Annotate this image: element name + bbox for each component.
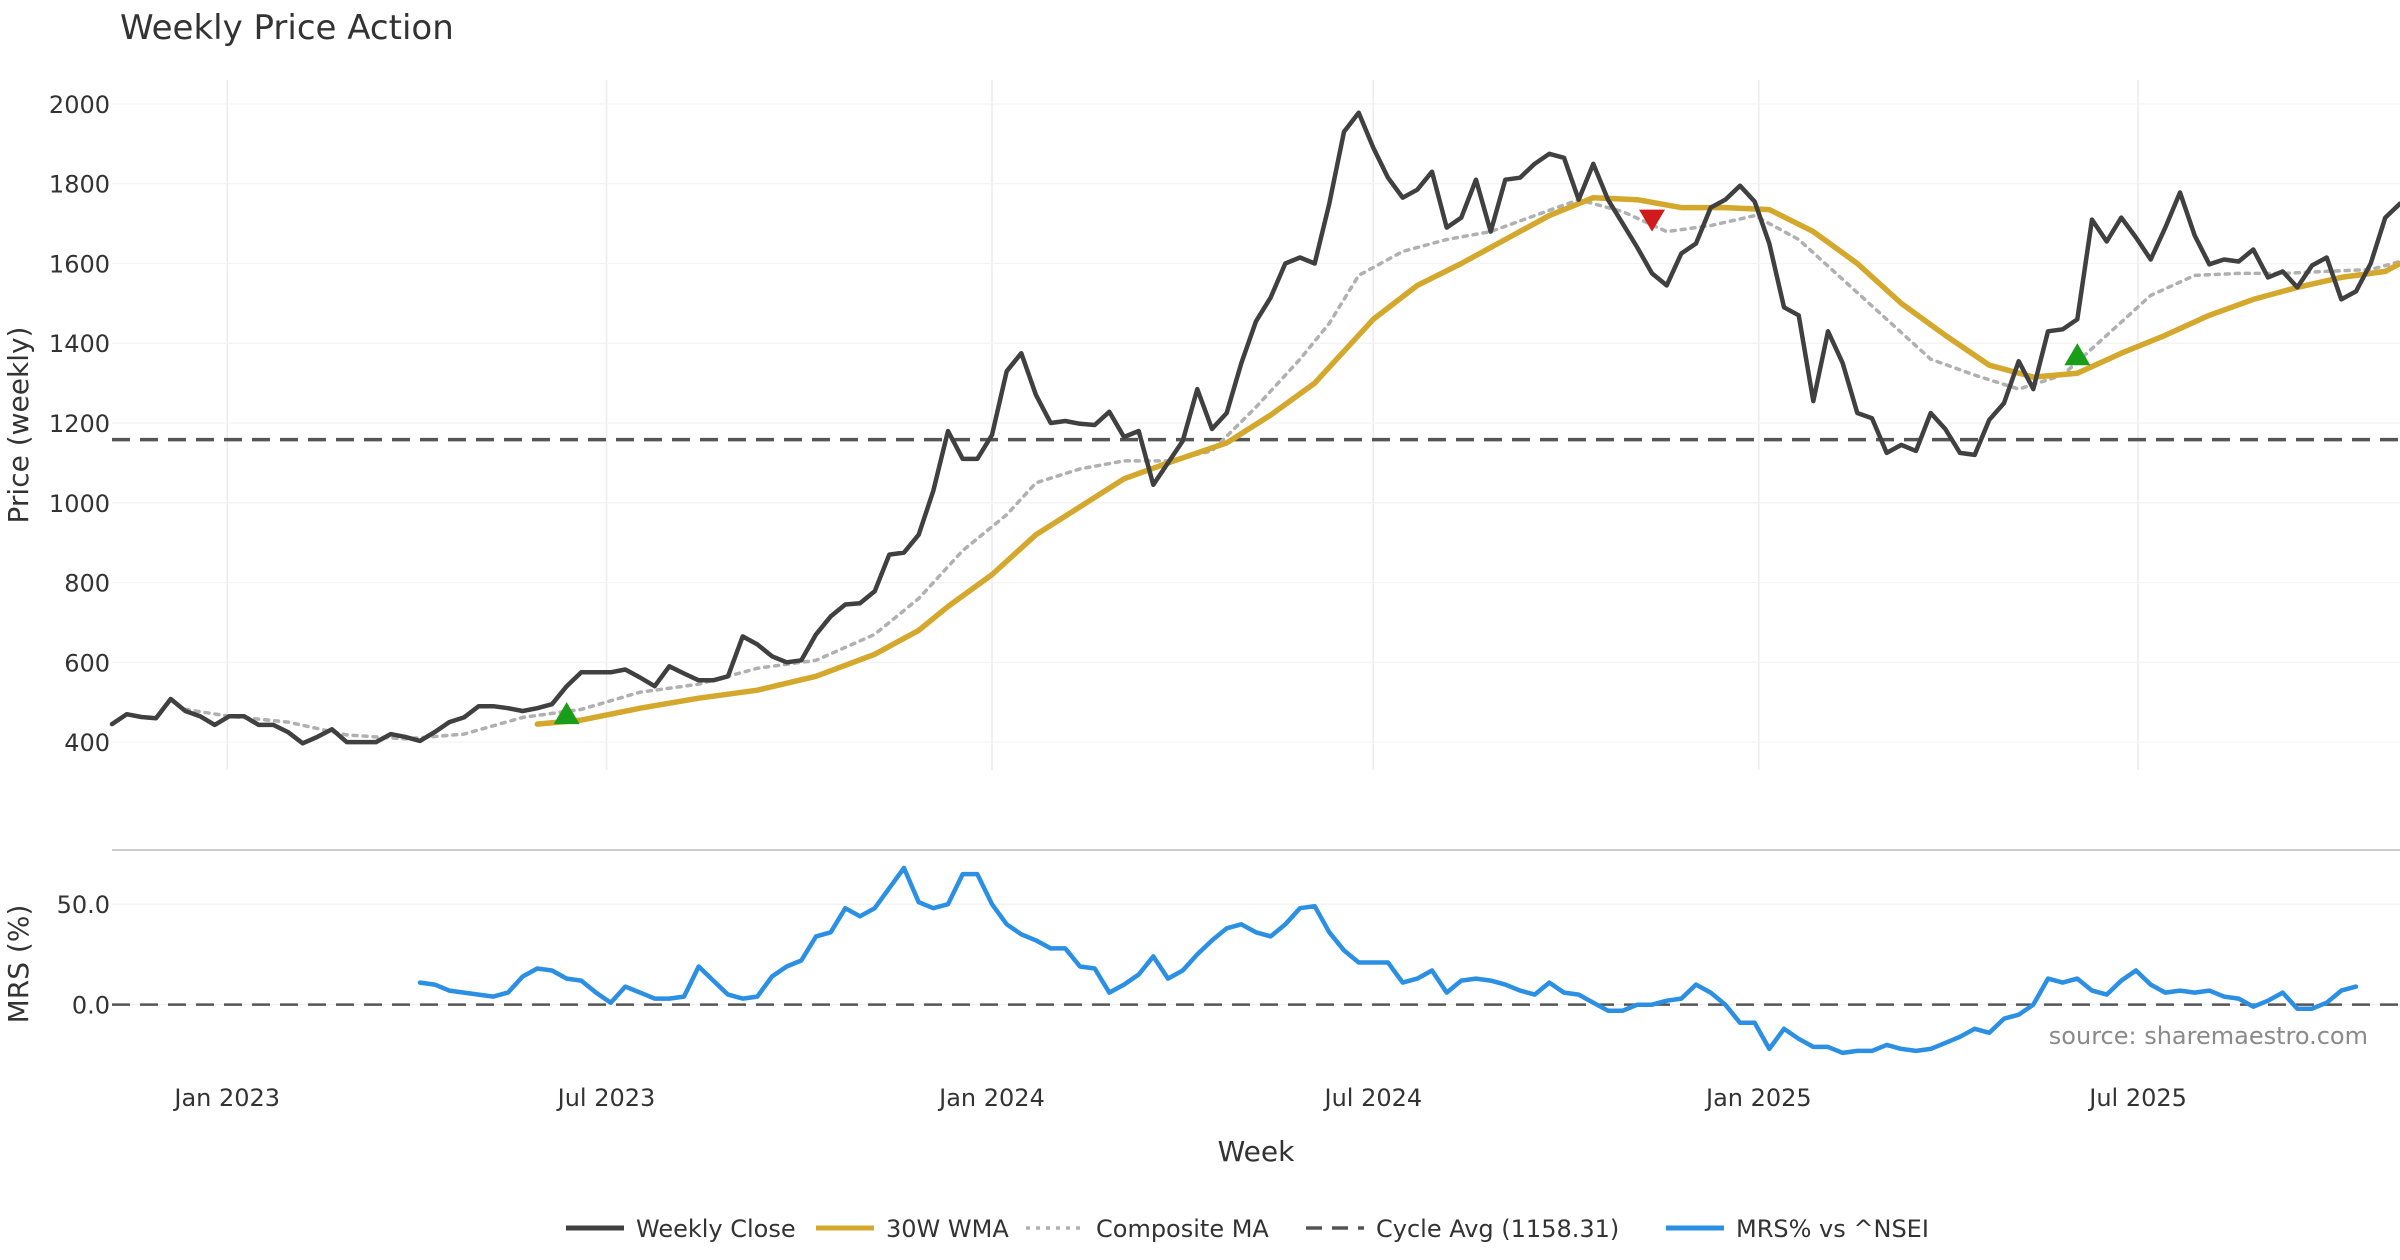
source-note: source: sharemaestro.com xyxy=(2049,1022,2368,1050)
legend-label-mrs-vs-nsei: MRS% vs ^NSEI xyxy=(1736,1215,1929,1243)
series-30w-wma xyxy=(534,194,2400,727)
price-y-ticks: 400 600 800 1000 1200 1400 1600 1800 2000 xyxy=(49,91,110,757)
price-y-tick-1000: 1000 xyxy=(49,490,110,518)
mrs-y-tick-50-0: 50.0 xyxy=(57,891,110,919)
legend-label-weekly-close: Weekly Close xyxy=(636,1215,796,1243)
x-tick-jul-2025: Jul 2025 xyxy=(2087,1084,2187,1112)
mrs-y-axis-label: MRS (%) xyxy=(2,905,35,1024)
x-ticks: Jan 2023 Jul 2023 Jan 2024 Jul 2024 Jan 2025… xyxy=(172,1084,2187,1112)
sell-signal-marker-2 xyxy=(1639,209,1665,232)
mrs-y-ticks: 0.0 50.0 xyxy=(57,891,110,1019)
legend-label-composite-ma: Composite MA xyxy=(1096,1215,1269,1243)
buy-signal-marker-1 xyxy=(553,702,580,725)
x-tick-jan-2025: Jan 2025 xyxy=(1704,1084,1812,1112)
chart-title: Weekly Price Action xyxy=(120,8,454,48)
buy-signal-marker-3 xyxy=(2064,343,2091,366)
price-y-tick-400: 400 xyxy=(64,729,110,757)
chart-legend: Weekly Close 30W WMA Composite MA Cycle Avg… xyxy=(566,1215,1929,1243)
price-y-tick-1200: 1200 xyxy=(49,410,110,438)
series-weekly-close xyxy=(109,110,2400,746)
price-gridlines xyxy=(112,80,2400,770)
price-y-tick-1800: 1800 xyxy=(49,171,110,199)
series-composite-ma xyxy=(183,197,2400,741)
price-y-tick-2000: 2000 xyxy=(49,91,110,119)
price-y-tick-1400: 1400 xyxy=(49,330,110,358)
price-y-tick-1600: 1600 xyxy=(49,250,110,278)
mrs-series xyxy=(417,865,2359,1056)
mrs-y-tick-0-0: 0.0 xyxy=(72,992,110,1020)
legend-label-cycle-avg-1158-31: Cycle Avg (1158.31) xyxy=(1376,1215,1619,1243)
signal-markers xyxy=(553,209,2091,725)
x-tick-jan-2024: Jan 2024 xyxy=(937,1084,1045,1112)
price-series xyxy=(109,110,2400,746)
price-y-tick-800: 800 xyxy=(64,570,110,598)
price-y-axis-label: Price (weekly) xyxy=(2,327,35,524)
x-axis-label: Week xyxy=(1218,1135,1295,1168)
x-tick-jul-2024: Jul 2024 xyxy=(1322,1084,1422,1112)
legend-label-30w-wma: 30W WMA xyxy=(886,1215,1009,1243)
x-tick-jan-2023: Jan 2023 xyxy=(172,1084,280,1112)
price-y-tick-600: 600 xyxy=(64,649,110,677)
series-mrs-vs-nsei xyxy=(417,865,2359,1056)
x-tick-jul-2023: Jul 2023 xyxy=(556,1084,656,1112)
